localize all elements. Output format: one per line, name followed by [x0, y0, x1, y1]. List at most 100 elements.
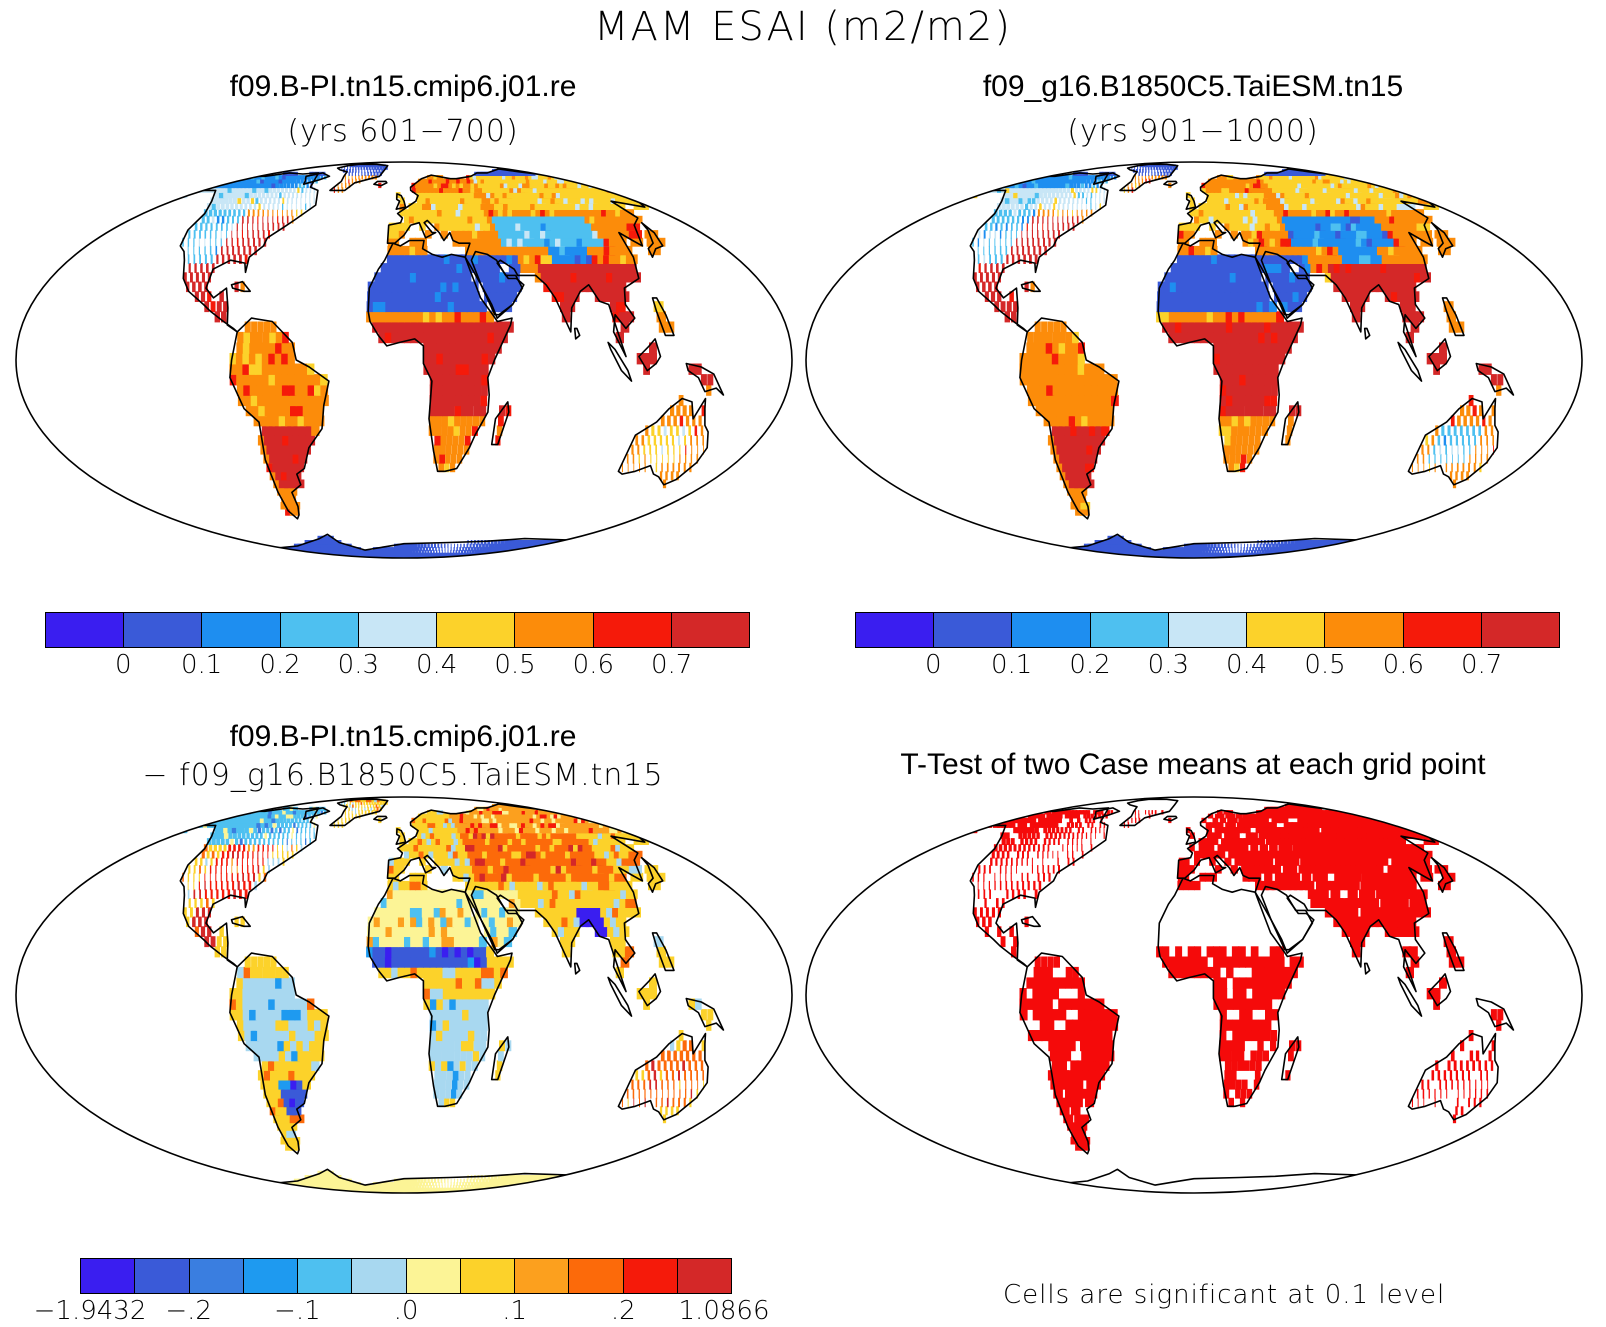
grid-cell [595, 178, 612, 184]
grid-cell [1332, 245, 1343, 256]
grid-cell [229, 353, 237, 365]
grid-cell [201, 215, 205, 224]
grid-cell [1255, 245, 1264, 256]
grid-cell [398, 222, 405, 231]
grid-cell [1263, 311, 1272, 323]
grid-cell [1038, 353, 1047, 365]
grid-cell [277, 487, 288, 496]
grid-cell [1323, 237, 1334, 247]
grid-cell [1047, 222, 1049, 231]
grid-cell [349, 166, 351, 170]
grid-cell [1187, 291, 1195, 302]
grid-cell [977, 237, 980, 247]
grid-cell [1354, 556, 1358, 558]
grid-cell [1025, 203, 1029, 210]
grid-cell [1052, 215, 1054, 224]
grid-cell [522, 543, 529, 548]
grid-cell [1225, 321, 1234, 333]
grid-cell [1194, 550, 1198, 554]
grid-cell [441, 550, 443, 554]
grid-cell [289, 1191, 294, 1193]
grid-cell [1194, 321, 1202, 333]
grid-cell [270, 552, 275, 556]
grid-cell [219, 178, 228, 184]
grid-cell [503, 245, 513, 256]
grid-cell [472, 215, 481, 224]
grid-cell [338, 556, 343, 558]
grid-cell [1037, 215, 1039, 224]
grid-cell [466, 230, 475, 239]
grid-cell [1073, 192, 1076, 199]
grid-cell [1141, 178, 1144, 184]
grid-cell [1048, 550, 1062, 554]
grid-cell [1095, 192, 1097, 199]
grid-cell [1386, 263, 1397, 273]
grid-cell [1011, 311, 1017, 323]
grid-cell [198, 281, 202, 293]
grid-cell [1403, 263, 1415, 273]
grid-cell [1281, 543, 1285, 548]
grid-cell [1254, 222, 1263, 231]
grid-cell [1183, 230, 1190, 239]
grid-cell [441, 547, 443, 551]
grid-cell [1257, 203, 1266, 210]
grid-cell [510, 222, 520, 231]
grid-cell [1297, 556, 1301, 558]
grid-cell [1212, 281, 1220, 293]
grid-cell [1213, 555, 1217, 558]
grid-cell [408, 209, 415, 217]
grid-cell [1161, 164, 1165, 168]
grid-cell [284, 444, 294, 455]
grid-cell [1182, 254, 1189, 264]
grid-cell [313, 197, 315, 204]
grid-cell [1321, 552, 1326, 556]
grid-cell [1272, 230, 1281, 239]
grid-cell [1029, 187, 1035, 193]
grid-cell [435, 547, 437, 551]
grid-cell [485, 543, 489, 548]
grid-cell [425, 197, 432, 204]
grid-cell [234, 281, 239, 293]
grid-cell [1163, 291, 1170, 302]
grid-cell [1204, 552, 1209, 556]
grid-cell [1486, 435, 1488, 446]
grid-cell [300, 1191, 305, 1193]
grid-cell [1409, 209, 1425, 217]
grid-cell [1316, 263, 1326, 273]
grid-cell [1169, 164, 1174, 168]
grid-cell [251, 555, 256, 558]
grid-cell [676, 471, 679, 481]
grid-cell [479, 311, 488, 323]
grid-cell [292, 555, 297, 558]
grid-cell [474, 237, 483, 247]
grid-cell [1199, 555, 1203, 558]
grid-cell [542, 555, 546, 558]
grid-cell [1157, 169, 1159, 173]
grid-cell [1081, 209, 1083, 217]
grid-cell [526, 263, 536, 273]
grid-cell [268, 552, 272, 556]
grid-cell [187, 237, 190, 247]
grid-cell [279, 552, 283, 556]
grid-cell [483, 209, 493, 217]
grid-cell [1408, 272, 1419, 283]
grid-cell [1178, 230, 1184, 239]
coastline-africa [367, 239, 513, 473]
grid-cell [534, 552, 538, 556]
grid-cell [433, 263, 441, 273]
grid-cell [338, 552, 343, 556]
grid-cell [1229, 552, 1233, 556]
grid-cell [338, 1191, 343, 1193]
grid-cell [1077, 552, 1081, 556]
grid-cell [1212, 547, 1216, 551]
grid-cell [1397, 182, 1414, 189]
grid-cell [268, 1191, 272, 1193]
grid-cell [1357, 550, 1367, 554]
grid-cell [394, 543, 399, 548]
grid-cell [526, 550, 533, 554]
grid-cell [379, 281, 387, 293]
grid-cell [1330, 230, 1341, 239]
grid-cell [300, 197, 302, 204]
grid-cell [980, 272, 983, 283]
grid-cell [520, 540, 526, 545]
